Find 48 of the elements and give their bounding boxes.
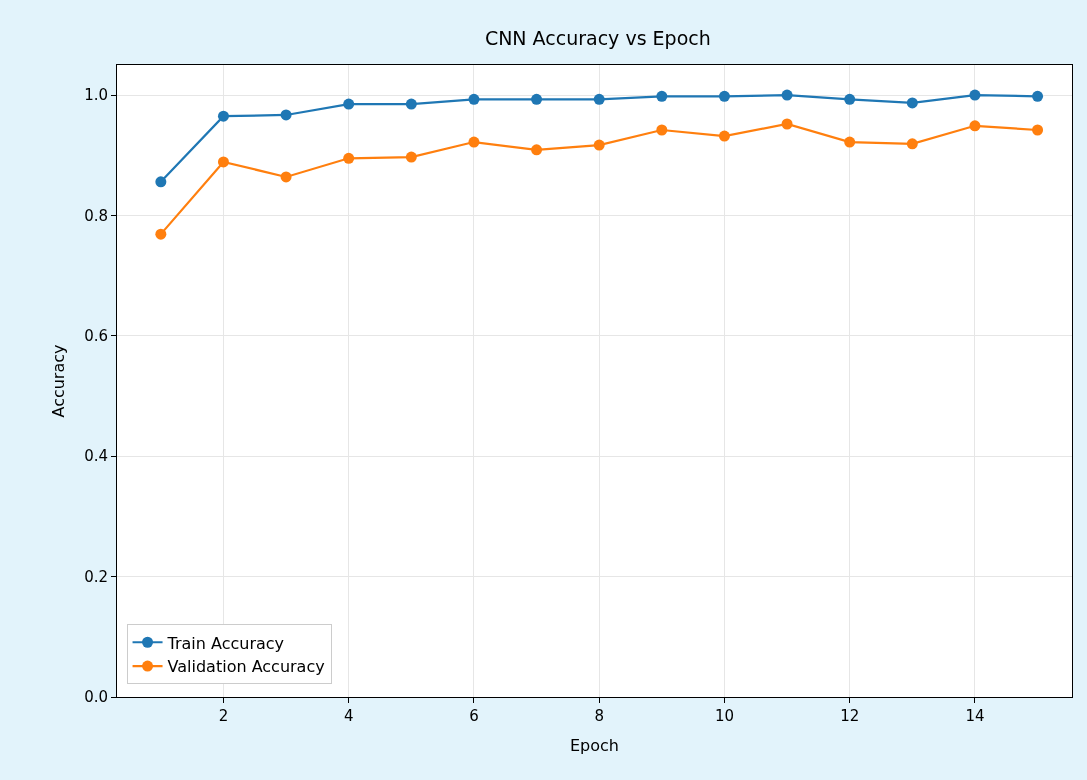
legend-label: Validation Accuracy bbox=[167, 657, 325, 677]
y-tick-label: 0.2 bbox=[84, 567, 108, 586]
point bbox=[155, 228, 167, 240]
x-tick-label: 10 bbox=[714, 707, 734, 725]
x-tick-label: 12 bbox=[840, 707, 860, 725]
point bbox=[343, 152, 355, 164]
point bbox=[155, 176, 167, 188]
y-tick-label: 0.6 bbox=[84, 327, 108, 346]
x-tick-label: 6 bbox=[469, 707, 479, 725]
point bbox=[343, 98, 355, 110]
x-tick-label: 2 bbox=[218, 707, 229, 725]
point bbox=[531, 93, 543, 105]
point bbox=[405, 98, 417, 110]
x-tick-label: 14 bbox=[965, 707, 985, 725]
point bbox=[468, 136, 480, 148]
y-tick-label: 0.0 bbox=[84, 688, 108, 707]
chart-title: CNN Accuracy vs Epoch bbox=[484, 26, 711, 49]
point bbox=[280, 171, 292, 183]
legend-label: Train Accuracy bbox=[166, 633, 285, 653]
y-tick-label: 1.0 bbox=[84, 86, 108, 105]
point bbox=[969, 120, 981, 132]
point bbox=[906, 138, 918, 150]
point bbox=[781, 89, 793, 101]
point bbox=[969, 89, 981, 101]
x-tick-label: 4 bbox=[343, 707, 354, 725]
point bbox=[280, 109, 292, 121]
y-tick-label: 0.8 bbox=[84, 206, 108, 225]
point bbox=[906, 97, 918, 109]
x-axis-title: Epoch bbox=[570, 735, 619, 755]
point bbox=[531, 144, 543, 156]
point bbox=[781, 118, 793, 130]
point bbox=[217, 156, 229, 168]
point bbox=[844, 136, 856, 148]
point bbox=[1032, 90, 1044, 102]
point bbox=[656, 124, 668, 136]
point bbox=[718, 90, 730, 102]
x-tick-label: 8 bbox=[594, 707, 604, 725]
point bbox=[405, 151, 417, 163]
point bbox=[1032, 124, 1044, 136]
point bbox=[844, 93, 856, 105]
y-tick-label: 0.4 bbox=[84, 447, 108, 466]
point bbox=[593, 139, 605, 151]
point bbox=[468, 93, 480, 105]
point bbox=[593, 93, 605, 105]
y-axis-title: Accuracy bbox=[49, 344, 69, 418]
point bbox=[217, 110, 229, 122]
point bbox=[718, 130, 730, 142]
point bbox=[656, 90, 668, 102]
